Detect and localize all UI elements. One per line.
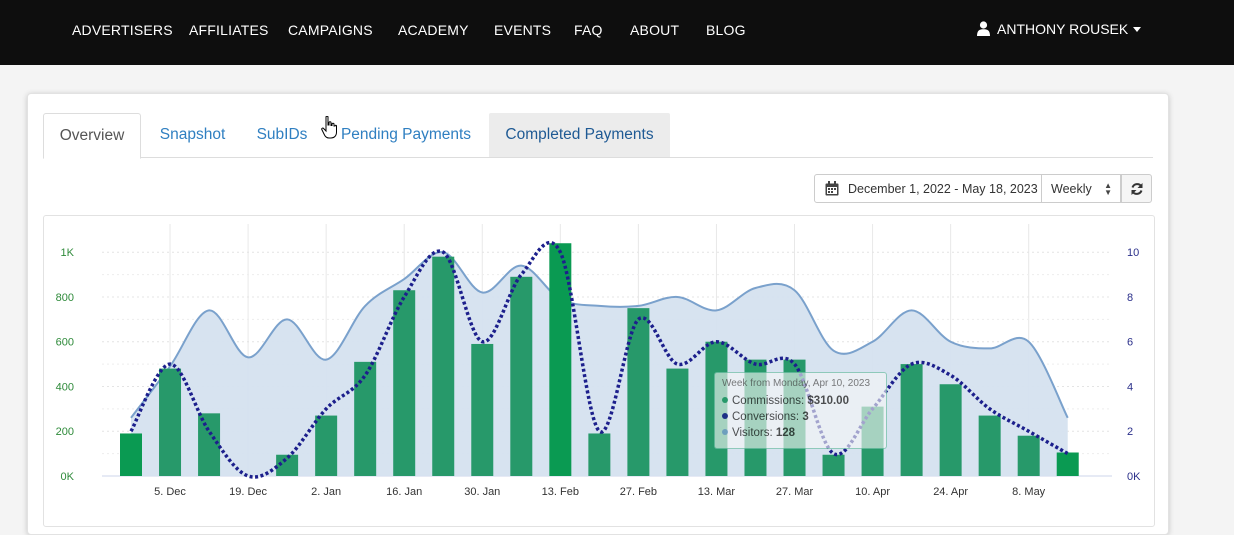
x-axis-tick-label: 27. Feb: [620, 486, 657, 498]
y-axis-right-tick-label: 6: [1127, 337, 1133, 349]
commissions-bar: [1017, 435, 1040, 476]
commissions-bar: [978, 415, 1001, 476]
y-axis-right-tick-label: 10: [1127, 247, 1139, 259]
commissions-bar: [276, 454, 299, 476]
nav-academy[interactable]: ACADEMY: [398, 22, 469, 38]
commissions-bar: [471, 343, 494, 476]
tooltip-row-conversions: Conversions: 3: [722, 411, 809, 423]
commissions-bar: [1056, 452, 1079, 476]
commissions-bar: [510, 276, 533, 476]
x-axis-tick-label: 16. Jan: [386, 486, 422, 498]
tab-snapshot[interactable]: Snapshot: [159, 126, 226, 143]
commissions-bar: [627, 308, 650, 476]
refresh-icon: [1131, 183, 1143, 195]
x-axis-tick-label: 13. Mar: [698, 486, 736, 498]
nav-affiliates[interactable]: AFFILIATES: [189, 22, 269, 38]
conversions-line: [129, 240, 1069, 479]
chart-tooltip: Week from Monday, Apr 10, 2023 Commissio…: [714, 372, 887, 449]
tooltip-label: Visitors:: [732, 427, 776, 439]
commissions-bar: [588, 433, 611, 476]
y-axis-right-tick-label: 4: [1127, 381, 1133, 393]
user-name: ANTHONY ROUSEK: [997, 21, 1129, 37]
performance-chart: 0K 200 400 600 800 1K 0K 2 4 6 8 10 5. Dec 19. Dec 2. …: [43, 215, 1155, 527]
tooltip-label: Commissions:: [732, 395, 808, 407]
x-axis-tick-label: 10. Apr: [855, 486, 890, 498]
period-select[interactable]: Weekly ▲ ▼: [1042, 174, 1121, 203]
user-menu[interactable]: ANTHONY ROUSEK: [977, 21, 1142, 37]
select-arrows-icon: ▲ ▼: [1104, 181, 1112, 197]
y-axis-left-tick-label: 0K: [61, 471, 75, 483]
commissions-bar: [900, 364, 923, 476]
commissions-bar: [822, 454, 845, 476]
nav-campaigns[interactable]: CAMPAIGNS: [288, 22, 373, 38]
commissions-bar: [549, 243, 572, 476]
nav-about[interactable]: ABOUT: [630, 22, 680, 38]
commissions-dot-icon: [722, 397, 728, 403]
y-axis-right-tick-label: 8: [1127, 292, 1133, 304]
nav-events[interactable]: EVENTS: [494, 22, 552, 38]
date-range-text: December 1, 2022 - May 18, 2023: [848, 182, 1038, 196]
x-axis-tick-label: 2. Jan: [311, 486, 341, 498]
commissions-bar: [198, 413, 221, 476]
commissions-bar: [159, 368, 182, 476]
nav-faq[interactable]: FAQ: [574, 22, 603, 38]
visitors-line: [130, 251, 1069, 419]
commissions-bar: [939, 384, 962, 476]
tooltip-value: 128: [775, 427, 796, 439]
commissions-bar: [666, 368, 689, 476]
period-value: Weekly: [1051, 182, 1092, 196]
tooltip-header: Week from Monday, Apr 10, 2023: [722, 378, 871, 389]
x-axis-tick-label: 8. May: [1012, 486, 1046, 498]
x-axis-tick-label: 27. Mar: [776, 486, 814, 498]
commissions-bar: [354, 361, 377, 476]
commissions-bar: [315, 415, 338, 476]
commissions-bar: [432, 256, 455, 476]
y-axis-left-tick-label: 200: [56, 426, 74, 438]
y-axis-left-tick-label: 600: [56, 337, 74, 349]
calendar-icon: [825, 181, 839, 196]
x-axis-tick-label: 5. Dec: [154, 486, 186, 498]
nav-advertisers[interactable]: ADVERTISERS: [72, 22, 173, 38]
tooltip-label: Conversions:: [732, 411, 803, 423]
date-range-picker[interactable]: December 1, 2022 - May 18, 2023: [814, 174, 1042, 203]
chart-svg: 0K 200 400 600 800 1K 0K 2 4 6 8 10 5. Dec 19. Dec 2. …: [56, 224, 1141, 498]
y-axis-right-tick-label: 0K: [1127, 471, 1141, 483]
tooltip-value: 3: [802, 411, 809, 423]
x-axis-tick-label: 24. Apr: [933, 486, 968, 498]
tooltip-row-commissions: Commissions: $310.00: [722, 395, 849, 407]
top-navbar: ADVERTISERS AFFILIATES CAMPAIGNS ACADEMY…: [0, 0, 1234, 65]
visitors-dot-icon: [722, 429, 728, 435]
y-axis-left-tick-label: 1K: [61, 247, 75, 259]
tabs-divider: [43, 157, 1153, 158]
y-axis-left-tick-label: 800: [56, 292, 74, 304]
tooltip-value: $310.00: [807, 395, 849, 407]
tab-completed-payments[interactable]: Completed Payments: [489, 113, 670, 157]
commissions-bar: [393, 290, 416, 476]
tab-overview[interactable]: Overview: [43, 113, 141, 159]
hand-cursor-icon: [321, 116, 337, 139]
tooltip-row-visitors: Visitors: 128: [722, 427, 795, 439]
dashboard-card: Overview Snapshot SubIDs Pending Payment…: [27, 93, 1169, 535]
y-axis-right-tick-label: 2: [1127, 426, 1133, 438]
x-axis-tick-label: 13. Feb: [542, 486, 579, 498]
user-icon: [977, 21, 990, 36]
tab-pending-payments[interactable]: Pending Payments: [340, 126, 472, 143]
caret-down-icon: [1133, 27, 1142, 32]
conversions-dot-icon: [722, 413, 728, 419]
commissions-bar: [120, 433, 142, 476]
x-axis-tick-label: 19. Dec: [229, 486, 267, 498]
x-axis-tick-label: 30. Jan: [464, 486, 500, 498]
nav-blog[interactable]: BLOG: [706, 22, 746, 38]
refresh-button[interactable]: [1121, 174, 1152, 203]
tab-subids[interactable]: SubIDs: [256, 126, 308, 143]
y-axis-left-tick-label: 400: [56, 381, 74, 393]
